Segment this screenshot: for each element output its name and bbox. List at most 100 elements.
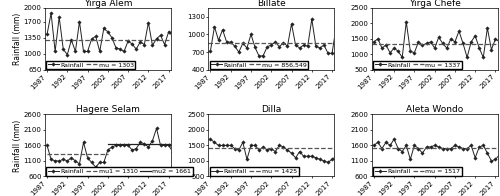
Rainfall [158, 34, 164, 37]
Rainfall [456, 146, 462, 148]
Rainfall [228, 144, 234, 147]
Title: Yirga Alem: Yirga Alem [84, 0, 132, 8]
Rainfall [480, 56, 486, 59]
Rainfall [436, 36, 442, 38]
Rainfall [96, 50, 102, 53]
Rainfall [399, 151, 405, 153]
Rainfall [488, 48, 494, 51]
Rainfall [244, 158, 250, 161]
Title: Aleta Wondo: Aleta Wondo [406, 105, 464, 114]
Rainfall [276, 46, 282, 48]
Rainfall [252, 46, 258, 49]
Rainfall [268, 147, 274, 150]
Rainfall [492, 38, 498, 40]
Rainfall [52, 160, 58, 162]
Rainfall [84, 157, 90, 159]
Rainfall [133, 48, 139, 50]
Rainfall [240, 42, 246, 44]
Rainfall [150, 44, 156, 47]
Rainfall [244, 47, 250, 49]
Rainfall [142, 43, 148, 46]
Rainfall [113, 144, 119, 147]
Rainfall [412, 144, 418, 147]
Rainfall [68, 39, 74, 41]
Rainfall [121, 144, 127, 147]
Rainfall [150, 140, 156, 142]
Legend: Rainfall, mu = 1337: Rainfall, mu = 1337 [373, 61, 462, 69]
Rainfall [101, 27, 107, 30]
Rainfall [121, 50, 127, 53]
Rainfall [280, 146, 286, 148]
Rainfall [60, 158, 66, 161]
Rainfall [224, 144, 230, 147]
Rainfall [52, 50, 58, 53]
Rainfall [64, 160, 70, 162]
Rainfall [162, 144, 168, 147]
Line: Rainfall: Rainfall [372, 21, 500, 59]
Title: Hagere Selam: Hagere Selam [76, 105, 140, 114]
Rainfall [48, 12, 54, 15]
Rainfall [44, 33, 50, 36]
Line: Rainfall: Rainfall [46, 127, 174, 168]
Rainfall [399, 56, 405, 59]
Rainfall [88, 161, 94, 164]
Rainfall [300, 44, 306, 46]
Rainfall [105, 149, 111, 151]
Rainfall [272, 151, 278, 153]
Rainfall [480, 144, 486, 147]
Legend: Rainfall, mu1 = 1310, mu2 = 1661: Rainfall, mu1 = 1310, mu2 = 1661 [46, 167, 193, 176]
Rainfall [240, 141, 246, 143]
Rainfall [125, 144, 131, 147]
Rainfall [268, 44, 274, 46]
mu2 = 1661 [170, 142, 175, 145]
Y-axis label: Rainfall (mm): Rainfall (mm) [13, 13, 22, 65]
Rainfall [476, 146, 482, 148]
Rainfall [452, 144, 458, 147]
Rainfall [60, 48, 66, 50]
Rainfall [44, 144, 50, 147]
Rainfall [256, 55, 262, 57]
Rainfall [276, 144, 282, 147]
Line: Rainfall: Rainfall [209, 18, 338, 57]
Rainfall [288, 23, 294, 25]
Rainfall [162, 43, 168, 46]
Rainfall [379, 147, 385, 150]
Rainfall [280, 42, 286, 44]
mu2 = 1661 [105, 142, 111, 145]
Rainfall [117, 144, 123, 147]
Rainfall [101, 161, 107, 164]
Rainfall [309, 155, 315, 157]
Rainfall [284, 45, 290, 47]
Rainfall [228, 41, 234, 43]
Rainfall [224, 41, 230, 43]
Rainfall [391, 47, 397, 49]
Rainfall [220, 28, 226, 31]
Rainfall [296, 151, 302, 153]
Rainfall [296, 47, 302, 49]
Rainfall [68, 157, 74, 159]
Rainfall [105, 31, 111, 33]
Rainfall [72, 50, 78, 53]
Rainfall [404, 21, 409, 23]
Rainfall [292, 44, 298, 46]
Rainfall [92, 166, 98, 168]
Rainfall [317, 158, 323, 161]
Rainfall [472, 34, 478, 37]
Rainfall [129, 149, 135, 151]
Rainfall [395, 50, 401, 52]
Rainfall [208, 50, 214, 52]
Rainfall [117, 48, 123, 50]
Rainfall [395, 147, 401, 150]
Rainfall [80, 50, 86, 53]
Rainfall [208, 138, 214, 140]
Rainfall [333, 155, 339, 157]
Rainfall [448, 38, 454, 40]
Rainfall [272, 41, 278, 43]
Rainfall [444, 47, 450, 49]
Rainfall [440, 147, 446, 150]
Rainfall [236, 51, 242, 53]
Legend: Rainfall, mu = 1303: Rainfall, mu = 1303 [46, 61, 135, 69]
Rainfall [313, 157, 319, 159]
Rainfall [325, 161, 331, 164]
Rainfall [256, 149, 262, 151]
